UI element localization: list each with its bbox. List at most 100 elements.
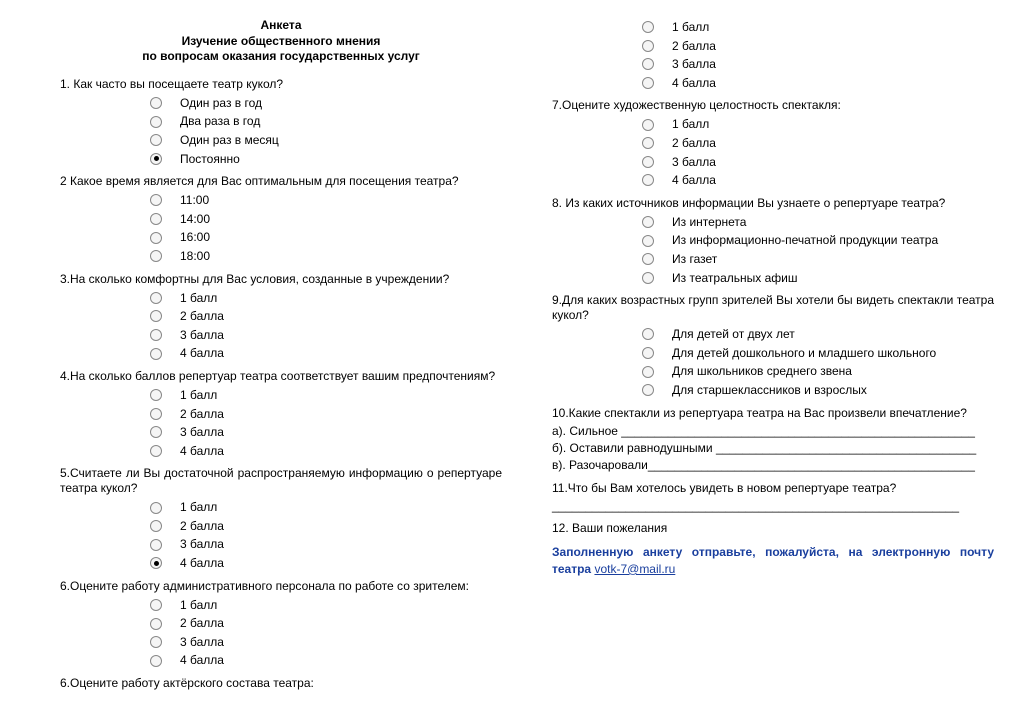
- q7-opt1-label: 1 балл: [672, 115, 709, 134]
- q6a-opt2-radio[interactable]: [150, 618, 162, 630]
- q6b-opt1-label: 1 балл: [672, 18, 709, 37]
- q3-opt4-radio[interactable]: [150, 348, 162, 360]
- q9-text: 9.Для каких возрастных групп зрителей Вы…: [552, 293, 994, 322]
- q5-opt3-label: 3 балла: [180, 535, 224, 554]
- q6b-opt1-radio[interactable]: [642, 21, 654, 33]
- q3-opt2-radio[interactable]: [150, 310, 162, 322]
- q3-opt3-radio[interactable]: [150, 329, 162, 341]
- header-line-2: Изучение общественного мнения: [60, 34, 502, 50]
- q1-opt1-radio[interactable]: [150, 97, 162, 109]
- question-5: 5.Считаете ли Вы достаточной распростран…: [60, 466, 502, 496]
- question-7-options: 1 балл 2 балла 3 балла 4 балла: [642, 115, 994, 189]
- q7-opt3-radio[interactable]: [642, 156, 654, 168]
- q2-opt3-radio[interactable]: [150, 232, 162, 244]
- q8-opt3-label: Из газет: [672, 250, 717, 269]
- q3-opt1-label: 1 балл: [180, 289, 217, 308]
- q1-opt2-radio[interactable]: [150, 116, 162, 128]
- q6b-opt3-label: 3 балла: [672, 55, 716, 74]
- q7-opt1-radio[interactable]: [642, 119, 654, 131]
- q6b-opt3-radio[interactable]: [642, 58, 654, 70]
- q8-opt3-radio[interactable]: [642, 253, 654, 265]
- footer-note: Заполненную анкету отправьте, пожалуйста…: [552, 544, 994, 578]
- q6a-opt3-radio[interactable]: [150, 636, 162, 648]
- question-4-options: 1 балл 2 балла 3 балла 4 балла: [150, 386, 502, 460]
- q2-opt4-label: 18:00: [180, 247, 210, 266]
- q8-opt1-radio[interactable]: [642, 216, 654, 228]
- question-6b-options: 1 балл 2 балла 3 балла 4 балла: [642, 18, 994, 92]
- q7-opt2-label: 2 балла: [672, 134, 716, 153]
- q5-opt4-radio[interactable]: [150, 557, 162, 569]
- q5-opt1-radio[interactable]: [150, 502, 162, 514]
- q2-opt2-label: 14:00: [180, 210, 210, 229]
- q10-line-b: б). Оставили равнодушными ______________…: [552, 440, 994, 457]
- q4-opt3-radio[interactable]: [150, 426, 162, 438]
- q4-opt2-label: 2 балла: [180, 405, 224, 424]
- q6a-opt4-radio[interactable]: [150, 655, 162, 667]
- q7-opt2-radio[interactable]: [642, 137, 654, 149]
- q4-opt4-label: 4 балла: [180, 442, 224, 461]
- header-line-1: Анкета: [60, 18, 502, 34]
- question-5-options: 1 балл 2 балла 3 балла 4 балла: [150, 498, 502, 572]
- q1-opt2-label: Два раза в год: [180, 112, 260, 131]
- q11-line: ________________________________________…: [552, 498, 994, 515]
- q8-opt4-radio[interactable]: [642, 272, 654, 284]
- q5-opt4-label: 4 балла: [180, 554, 224, 573]
- q7-opt4-radio[interactable]: [642, 174, 654, 186]
- q2-opt4-radio[interactable]: [150, 250, 162, 262]
- q3-opt2-label: 2 балла: [180, 307, 224, 326]
- q8-opt4-label: Из театральных афиш: [672, 269, 797, 288]
- q5-opt2-label: 2 балла: [180, 517, 224, 536]
- q8-opt1-label: Из интернета: [672, 213, 746, 232]
- q3-opt3-label: 3 балла: [180, 326, 224, 345]
- question-9-options: Для детей от двух лет Для детей дошкольн…: [642, 325, 994, 399]
- q2-opt3-label: 16:00: [180, 228, 210, 247]
- q4-opt1-label: 1 балл: [180, 386, 217, 405]
- q9-opt2-label: Для детей дошкольного и младшего школьно…: [672, 344, 936, 363]
- q1-opt4-radio[interactable]: [150, 153, 162, 165]
- q1-opt3-label: Один раз в месяц: [180, 131, 279, 150]
- question-3: 3.На сколько комфортны для Вас условия, …: [60, 272, 502, 287]
- q9-opt4-radio[interactable]: [642, 384, 654, 396]
- q6b-opt4-radio[interactable]: [642, 77, 654, 89]
- q4-opt3-label: 3 балла: [180, 423, 224, 442]
- q5-opt1-label: 1 балл: [180, 498, 217, 517]
- q2-opt1-label: 11:00: [180, 191, 209, 210]
- q6b-opt2-label: 2 балла: [672, 37, 716, 56]
- q4-opt1-radio[interactable]: [150, 389, 162, 401]
- q6a-opt1-radio[interactable]: [150, 599, 162, 611]
- q9-opt3-radio[interactable]: [642, 366, 654, 378]
- q3-opt1-radio[interactable]: [150, 292, 162, 304]
- q9-opt1-radio[interactable]: [642, 328, 654, 340]
- q8-opt2-radio[interactable]: [642, 235, 654, 247]
- q7-opt4-label: 4 балла: [672, 171, 716, 190]
- question-11: 11.Что бы Вам хотелось увидеть в новом р…: [552, 481, 994, 496]
- q2-opt1-radio[interactable]: [150, 194, 162, 206]
- footer-email-link[interactable]: votk-7@mail.ru: [594, 562, 675, 576]
- q5-opt3-radio[interactable]: [150, 539, 162, 551]
- question-12: 12. Ваши пожелания: [552, 521, 994, 536]
- q9-opt2-radio[interactable]: [642, 347, 654, 359]
- q6b-opt4-label: 4 балла: [672, 74, 716, 93]
- q6b-opt2-radio[interactable]: [642, 40, 654, 52]
- form-header: Анкета Изучение общественного мнения по …: [60, 18, 502, 65]
- q6a-opt3-label: 3 балла: [180, 633, 224, 652]
- q1-opt4-label: Постоянно: [180, 150, 240, 169]
- question-7: 7.Оцените художественную целостность спе…: [552, 98, 994, 113]
- question-1-options: Один раз в год Два раза в год Один раз в…: [150, 94, 502, 168]
- q9-opt1-label: Для детей от двух лет: [672, 325, 795, 344]
- q4-opt4-radio[interactable]: [150, 445, 162, 457]
- q9-opt4-label: Для старшеклассников и взрослых: [672, 381, 867, 400]
- question-6a-options: 1 балл 2 балла 3 балла 4 балла: [150, 596, 502, 670]
- question-2: 2 Какое время является для Вас оптимальн…: [60, 174, 502, 189]
- q9-opt3-label: Для школьников среднего звена: [672, 362, 852, 381]
- question-4: 4.На сколько баллов репертуар театра соо…: [60, 369, 502, 384]
- q6a-opt4-label: 4 балла: [180, 651, 224, 670]
- q6a-opt2-label: 2 балла: [180, 614, 224, 633]
- q8-opt2-label: Из информационно-печатной продукции теат…: [672, 231, 938, 250]
- q5-opt2-radio[interactable]: [150, 520, 162, 532]
- q1-opt3-radio[interactable]: [150, 134, 162, 146]
- question-8-options: Из интернета Из информационно-печатной п…: [642, 213, 994, 287]
- q2-opt2-radio[interactable]: [150, 213, 162, 225]
- question-6a: 6.Оцените работу административного персо…: [60, 579, 502, 594]
- q4-opt2-radio[interactable]: [150, 408, 162, 420]
